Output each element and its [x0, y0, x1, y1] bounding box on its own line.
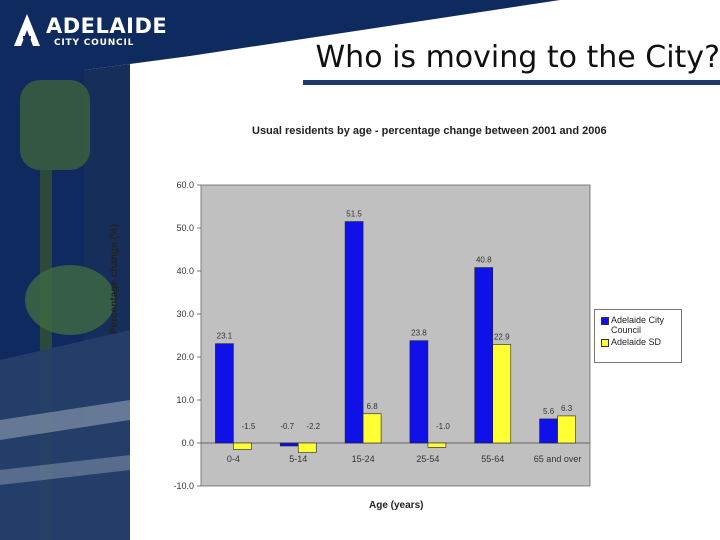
navy-header-band	[0, 0, 560, 56]
logo-emblem-icon	[14, 14, 40, 46]
bar-series-2	[557, 415, 576, 444]
x-tick-label: 55-64	[481, 454, 504, 464]
bar-series-1	[344, 221, 364, 444]
chart-title: Usual residents by age - percentage chan…	[252, 125, 607, 137]
y-tick-label: 30.0	[176, 309, 194, 319]
data-label: 6.8	[367, 402, 379, 411]
x-tick-label: 5-14	[289, 454, 307, 464]
title-rule	[303, 80, 720, 85]
data-label: 22.9	[494, 333, 510, 342]
slide-title: Who is moving to the City?	[315, 40, 720, 75]
data-label: 51.5	[346, 210, 362, 219]
legend-label-2: Adelaide SD	[611, 337, 662, 347]
data-label: 5.6	[543, 407, 555, 416]
data-label: 23.8	[411, 329, 427, 338]
data-label: -0.7	[280, 422, 294, 431]
plot-area	[200, 184, 591, 487]
bar-series-1	[474, 267, 494, 444]
data-label: -1.0	[436, 422, 450, 431]
bar-series-1	[539, 418, 558, 444]
x-axis-title: Age (years)	[369, 500, 424, 511]
bar-series-2	[492, 344, 512, 444]
bar-series-2	[362, 413, 382, 444]
logo-wordmark: ADELAIDE	[46, 14, 168, 38]
x-tick-label: 15-24	[352, 454, 375, 464]
data-label: -1.5	[242, 422, 256, 431]
y-tick-label: -10.0	[173, 481, 194, 491]
x-tick-label: 25-54	[416, 454, 439, 464]
y-tick-label: 10.0	[176, 395, 194, 405]
legend-swatch-2	[601, 339, 609, 347]
legend-label-1: Adelaide City Council	[611, 315, 665, 335]
bar-series-2	[297, 442, 317, 453]
bar-series-2	[233, 442, 252, 450]
logo-tagline: CITY COUNCIL	[54, 38, 135, 48]
data-label: 6.3	[561, 404, 573, 413]
x-tick-label: 65 and over	[534, 454, 582, 464]
bar-series-1	[409, 340, 429, 444]
bar-series-1	[279, 442, 299, 447]
y-tick-label: 50.0	[176, 223, 194, 233]
legend-swatch-1	[601, 317, 609, 325]
chart-legend: Adelaide City Council Adelaide SD	[594, 309, 682, 363]
data-label: 23.1	[217, 332, 233, 341]
data-label: -2.2	[306, 422, 320, 431]
bar-series-2	[427, 442, 447, 448]
y-tick-label: 0.0	[181, 438, 194, 448]
x-tick-label: 0-4	[227, 454, 240, 464]
y-tick-label: 40.0	[176, 266, 194, 276]
street-lamp-photo	[0, 80, 130, 540]
data-label: 40.8	[476, 256, 492, 265]
y-axis-title: Percentage change (%)	[108, 223, 120, 334]
bar-series-1	[215, 343, 234, 444]
y-tick-label: 60.0	[176, 180, 194, 190]
y-tick-label: 20.0	[176, 352, 194, 362]
